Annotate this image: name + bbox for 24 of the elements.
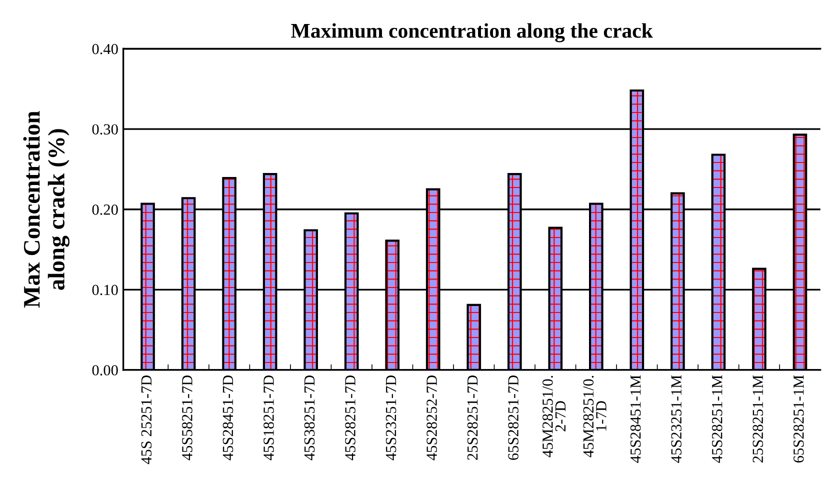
chart-title: Maximum concentration along the crack	[291, 23, 653, 42]
x-tick-label: 45S28251-7D	[345, 375, 356, 460]
x-tick-label: 45M28251/0. 2-7D	[542, 376, 566, 458]
x-tick-label: 65S28251-7D	[508, 375, 518, 460]
x-tick-label: 45S28451-7D	[222, 375, 234, 460]
x-tick-label: 45S28251-1M	[712, 375, 722, 463]
x-tick-label: 25S28251-7D	[467, 375, 478, 460]
x-tick-label: 45S38251-7D	[304, 375, 315, 460]
x-tick-label: 45M28251/0. 1-7D	[583, 376, 606, 458]
y-axis-title: Max Concentration along crack (%)	[23, 111, 70, 308]
y-tick-label: 0.10	[92, 284, 118, 296]
x-tick-label: 45S28451-1M	[630, 375, 641, 463]
x-tick-label: 45S23251-1M	[671, 375, 682, 463]
x-tick-label: 45S23251-7D	[386, 375, 396, 460]
x-tick-label: 45S58251-7D	[182, 375, 192, 460]
y-tick-label: 0.30	[92, 124, 118, 135]
x-tick-label: 45S28252-7D	[426, 375, 437, 460]
x-tick-label: 45S 25251-7D	[141, 375, 152, 464]
y-tick-label: 0.40	[92, 44, 118, 54]
x-tick-label: 65S28251-1M	[793, 375, 804, 462]
y-tick-label: 0.20	[92, 204, 118, 215]
x-tick-label: 25S28251-1M	[752, 375, 764, 462]
x-tick-label: 45S18251-7D	[264, 375, 274, 460]
y-tick-label: 0.00	[92, 365, 118, 376]
